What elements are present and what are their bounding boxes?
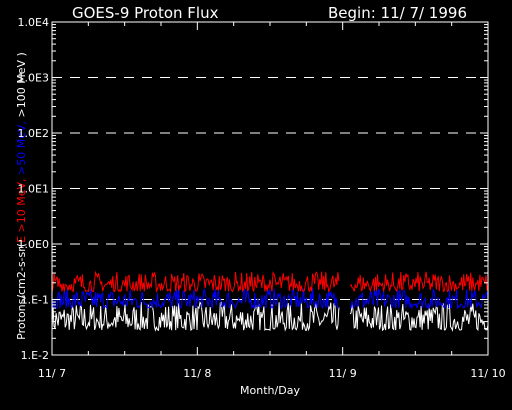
y-tick-label: 1.0E0 (18, 238, 49, 251)
y-axis-label-series-1: >50 MeV, (15, 121, 28, 179)
x-tick-label: 11/ 10 (470, 367, 505, 380)
y-tick-label: 1.0E4 (18, 16, 49, 29)
data-series (51, 270, 489, 332)
chart-title: GOES-9 Proton Flux (72, 4, 219, 22)
y-axis-label: Protons/cm2-s-sr(E >10 MeV, >50 MeV, >10… (15, 52, 28, 340)
series-line-0 (51, 301, 489, 332)
y-tick-label: 1.0E3 (18, 72, 49, 85)
y-axis-label-series-0: E >10 MeV, (15, 178, 28, 242)
y-tick-label: 1.0E1 (18, 183, 49, 196)
x-axis-label: Month/Day (240, 384, 300, 397)
begin-date-label: Begin: 11/ 7/ 1996 (328, 4, 467, 22)
axis-ticks: 1.E-2 1.E-1 1.0E0 1.0E1 1.0E2 1.0E3 1.0E4 11/ 7… (18, 16, 506, 380)
y-axis-label-series-2: >100 MeV (15, 60, 28, 121)
series-line-1 (51, 286, 489, 310)
y-axis-label-suffix: ) (15, 52, 28, 60)
x-tick-label: 11/ 7 (38, 367, 66, 380)
y-axis-label-prefix: Protons/cm2-s-sr( (15, 243, 28, 340)
y-tick-label: 1.0E2 (18, 127, 49, 140)
y-tick-label: 1.E-1 (21, 294, 49, 307)
y-tick-label: 1.E-2 (21, 349, 49, 362)
x-tick-label: 11/ 8 (183, 367, 211, 380)
x-tick-label: 11/ 9 (329, 367, 357, 380)
series-line-2 (51, 270, 489, 294)
grid-lines (52, 77, 488, 300)
